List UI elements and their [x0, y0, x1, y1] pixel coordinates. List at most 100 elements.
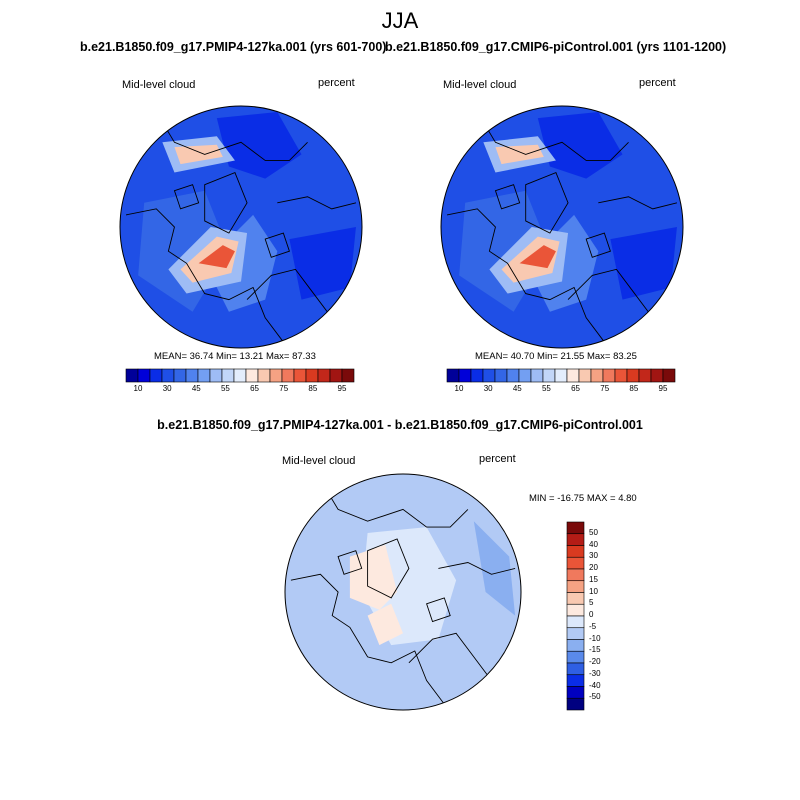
panel-1-units: percent: [318, 77, 355, 89]
colorbar-tick-label: -10: [589, 633, 601, 643]
colorbar-diff: [566, 521, 585, 711]
greenland-outline: [367, 538, 410, 599]
field-region-high: [174, 144, 223, 165]
colorbar-cell: [470, 368, 484, 383]
colorbar-cell: [566, 615, 585, 629]
colorbar-cell: [566, 662, 585, 676]
field-region-peak: [198, 245, 235, 269]
field-region-low: [537, 112, 623, 179]
panel-2-units: percent: [639, 77, 676, 89]
colorbar-cell: [602, 368, 616, 383]
colorbar-tick-label: 10: [454, 384, 464, 393]
colorbar-cell: [590, 368, 604, 383]
island-outline: [494, 184, 521, 210]
island-outline: [426, 597, 451, 623]
colorbar-cell: [221, 368, 235, 383]
colorbar-panel-1: [125, 368, 355, 383]
greenland-outline: [204, 171, 248, 234]
colorbar-cell: [137, 368, 151, 383]
colorbar-cell: [662, 368, 676, 383]
colorbar-cell: [566, 521, 585, 535]
diff-title: b.e21.B1850.f09_g17.PMIP4-127ka.001 - b.…: [157, 418, 643, 432]
colorbar-cell: [149, 368, 163, 383]
colorbar-tick-label: -50: [589, 692, 601, 702]
panel-1-title: b.e21.B1850.f09_g17.PMIP4-127ka.001 (yrs…: [80, 40, 387, 54]
colorbar-tick-label: 10: [589, 586, 598, 596]
map-panel-diff: [284, 473, 522, 711]
colorbar-cell: [482, 368, 496, 383]
colorbar-cell: [566, 568, 585, 582]
colorbar-cell: [257, 368, 271, 383]
coastline: [320, 479, 469, 528]
colorbar-cell: [245, 368, 259, 383]
colorbar-tick-label: -30: [589, 668, 601, 678]
map-field: [441, 106, 683, 348]
colorbar-cell: [341, 368, 355, 383]
island-outline: [173, 184, 200, 210]
colorbar-cell: [566, 368, 580, 383]
colorbar-tick-label: 85: [629, 384, 639, 393]
panel-2-variable: Mid-level cloud: [443, 79, 517, 91]
colorbar-cell: [173, 368, 187, 383]
colorbar-cell: [317, 368, 331, 383]
colorbar-cell: [125, 368, 139, 383]
colorbar-cell: [638, 368, 652, 383]
colorbar-cell: [566, 674, 585, 687]
field-region-positive: [367, 603, 403, 646]
colorbar-cell: [293, 368, 307, 383]
map-field: [120, 106, 362, 348]
colorbar-cell: [566, 650, 585, 664]
coastline: [446, 208, 605, 343]
colorbar-cell: [446, 368, 460, 383]
colorbar-cell: [161, 368, 175, 383]
colorbar-panel-2: [446, 368, 676, 383]
colorbar-cell: [518, 368, 532, 383]
island-outline: [337, 550, 363, 575]
colorbar-cell: [566, 639, 585, 652]
colorbar-cell: [566, 556, 585, 570]
island-outline: [585, 232, 611, 258]
season-title: JJA: [381, 8, 419, 33]
colorbar-cell: [566, 592, 585, 605]
coastline: [277, 196, 357, 210]
colorbar-tick-label: -40: [589, 680, 601, 690]
colorbar-cell: [329, 368, 343, 383]
colorbar-tick-label: 15: [589, 574, 598, 584]
colorbar-cell: [269, 368, 283, 383]
colorbar-cell: [566, 603, 585, 617]
greenland-outline: [525, 171, 569, 234]
colorbar-cell: [530, 368, 544, 383]
diff-units: percent: [479, 453, 516, 465]
map-panel-1: [119, 105, 363, 349]
colorbar-tick-label: 0: [589, 610, 594, 619]
field-region-positive: [349, 544, 398, 610]
diff-variable: Mid-level cloud: [282, 455, 356, 467]
coastline: [598, 196, 678, 210]
panel-1-variable: Mid-level cloud: [122, 79, 196, 91]
map-border: [119, 105, 363, 349]
colorbar-cell: [566, 580, 585, 593]
colorbar-tick-label: 40: [589, 539, 598, 549]
colorbar-tick-label: -5: [589, 621, 597, 631]
colorbar-cell: [185, 368, 199, 383]
colorbar-cell: [650, 368, 664, 383]
colorbar-cell: [554, 368, 568, 383]
colorbar-tick-label: 30: [162, 384, 172, 393]
coastline: [567, 268, 654, 319]
colorbar-tick-label: 30: [589, 551, 598, 561]
colorbar-cell: [626, 368, 640, 383]
colorbar-cell: [542, 368, 556, 383]
colorbar-tick-label: 85: [308, 384, 318, 393]
colorbar-tick-label: 75: [600, 384, 610, 393]
diff-stats: MIN = -16.75 MAX = 4.80: [529, 493, 637, 504]
colorbar-tick-label: 20: [589, 563, 598, 572]
colorbar-tick-label: 65: [250, 384, 260, 393]
coastline: [246, 268, 333, 319]
coastline: [125, 208, 284, 343]
panel-1-stats: MEAN= 36.74 Min= 13.21 Max= 87.33: [154, 351, 316, 362]
colorbar-tick-label: 5: [589, 598, 594, 608]
colorbar-cell: [566, 545, 585, 558]
colorbar-cell: [197, 368, 211, 383]
field-region-low: [289, 227, 356, 300]
